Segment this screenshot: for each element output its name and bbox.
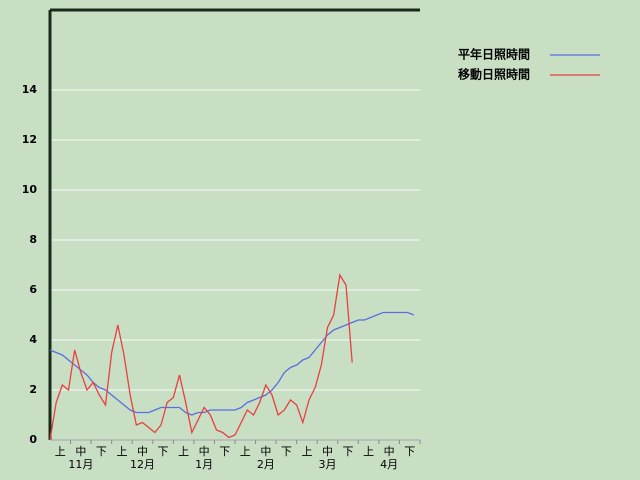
x-tick-label: 中 [384, 445, 395, 458]
x-tick-label: 上 [55, 445, 66, 458]
legend-label: 平年日照時間 [458, 47, 530, 62]
month-label: 3月 [319, 458, 337, 471]
x-tick-label: 上 [116, 445, 127, 458]
y-tick-label: 0 [29, 433, 37, 446]
y-tick-label: 4 [29, 333, 37, 346]
x-tick-label: 下 [96, 445, 107, 458]
x-tick-label: 上 [301, 445, 312, 458]
month-label: 1月 [195, 458, 213, 471]
x-tick-label: 下 [219, 445, 230, 458]
x-tick-label: 中 [137, 445, 148, 458]
x-tick-label: 中 [75, 445, 86, 458]
x-tick-label: 下 [158, 445, 169, 458]
x-tick-label: 上 [178, 445, 189, 458]
x-tick-label: 下 [343, 445, 354, 458]
x-tick-label: 上 [240, 445, 251, 458]
month-label: 12月 [130, 458, 155, 471]
month-label: 11月 [68, 458, 93, 471]
y-tick-label: 6 [29, 283, 37, 296]
month-label: 4月 [380, 458, 398, 471]
x-tick-label: 下 [404, 445, 415, 458]
y-tick-label: 10 [22, 183, 38, 196]
x-tick-label: 下 [281, 445, 292, 458]
x-tick-label: 中 [322, 445, 333, 458]
x-tick-label: 上 [363, 445, 374, 458]
y-tick-label: 12 [22, 133, 37, 146]
series-line [49, 311, 415, 416]
x-tick-label: 中 [199, 445, 210, 458]
series-line [49, 273, 353, 441]
legend-label: 移動日照時間 [458, 67, 530, 82]
y-tick-label: 8 [29, 233, 37, 246]
y-tick-label: 14 [22, 83, 38, 96]
month-label: 2月 [257, 458, 275, 471]
y-tick-label: 2 [29, 383, 37, 396]
x-tick-label: 中 [260, 445, 271, 458]
